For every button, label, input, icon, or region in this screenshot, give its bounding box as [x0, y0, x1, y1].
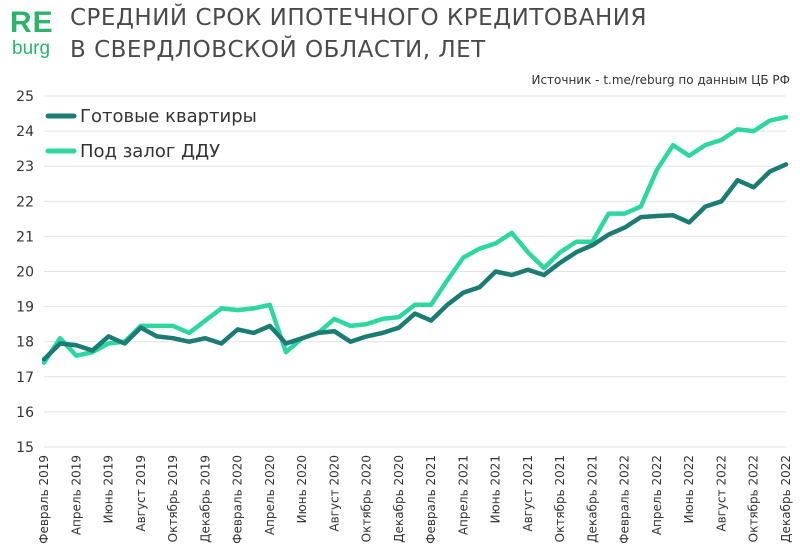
- x-tick-label: Октябрь 2022: [747, 455, 761, 542]
- x-tick-label: Июнь 2020: [295, 455, 309, 523]
- legend-label-ready: Готовые квартиры: [80, 106, 257, 127]
- y-axis-ticks: 15 16 17 18 19 20 21 22 23 24 25: [16, 89, 34, 456]
- grid-lines: [44, 95, 786, 448]
- chart-title: СРЕДНИЙ СРОК ИПОТЕЧНОГО КРЕДИТОВАНИЯ В С…: [70, 2, 790, 66]
- x-tick-label: Август 2021: [521, 455, 535, 532]
- chart-title-line-2: В СВЕРДЛОВСКОЙ ОБЛАСТИ, ЛЕТ: [70, 37, 486, 63]
- x-tick-label: Декабрь 2022: [779, 455, 793, 543]
- x-tick-label: Июнь 2022: [682, 455, 696, 523]
- y-tick-label: 24: [16, 124, 34, 140]
- legend: Готовые квартиры Под залог ДДУ: [45, 106, 257, 162]
- legend-label-ddu: Под залог ДДУ: [80, 141, 220, 162]
- x-axis-ticks: Февраль 2019 Апрель 2019 Июнь 2019 Август 2…: [37, 455, 793, 544]
- series-line-ddu: [41, 114, 789, 366]
- y-tick-label: 25: [16, 89, 34, 105]
- x-tick-label: Февраль 2020: [231, 455, 245, 544]
- x-tick-label: Октябрь 2020: [360, 455, 374, 542]
- x-tick-label: Декабрь 2020: [392, 455, 406, 543]
- y-tick-label: 21: [16, 229, 34, 245]
- x-tick-label: Июнь 2019: [102, 455, 116, 523]
- x-tick-label: Октябрь 2021: [553, 455, 567, 542]
- logo-burg-text: burg: [12, 38, 51, 59]
- y-tick-label: 23: [16, 159, 34, 175]
- x-tick-label: Декабрь 2019: [198, 455, 212, 543]
- x-tick-label: Август 2022: [714, 455, 728, 532]
- x-tick-label: Апрель 2021: [456, 455, 470, 535]
- x-tick-label: Февраль 2019: [37, 455, 51, 544]
- x-tick-label: Август 2020: [327, 455, 341, 532]
- y-tick-label: 20: [16, 265, 34, 281]
- x-tick-label: Октябрь 2019: [166, 455, 180, 542]
- y-tick-label: 15: [16, 440, 34, 456]
- y-tick-label: 22: [16, 194, 34, 210]
- x-tick-label: Февраль 2021: [424, 455, 438, 544]
- x-tick-label: Апрель 2019: [69, 455, 83, 535]
- y-tick-label: 19: [16, 300, 34, 316]
- x-tick-label: Август 2019: [134, 455, 148, 532]
- y-tick-label: 18: [16, 335, 34, 351]
- source-note: Источник - t.me/reburg по данным ЦБ РФ: [531, 73, 790, 87]
- x-tick-label: Февраль 2022: [618, 455, 632, 544]
- x-tick-label: Декабрь 2021: [585, 455, 599, 543]
- x-tick-label: Апрель 2020: [263, 455, 277, 535]
- logo-re-text: RE: [10, 6, 54, 39]
- chart-title-line-1: СРЕДНИЙ СРОК ИПОТЕЧНОГО КРЕДИТОВАНИЯ: [70, 5, 647, 31]
- series-line-ready: [41, 162, 789, 362]
- y-tick-label: 17: [16, 370, 34, 386]
- x-tick-label: Апрель 2022: [650, 455, 664, 535]
- x-tick-label: Июнь 2021: [489, 455, 503, 523]
- reburg-logo: RE burg: [8, 4, 64, 62]
- y-tick-label: 16: [16, 405, 34, 421]
- series-lines: [41, 114, 789, 366]
